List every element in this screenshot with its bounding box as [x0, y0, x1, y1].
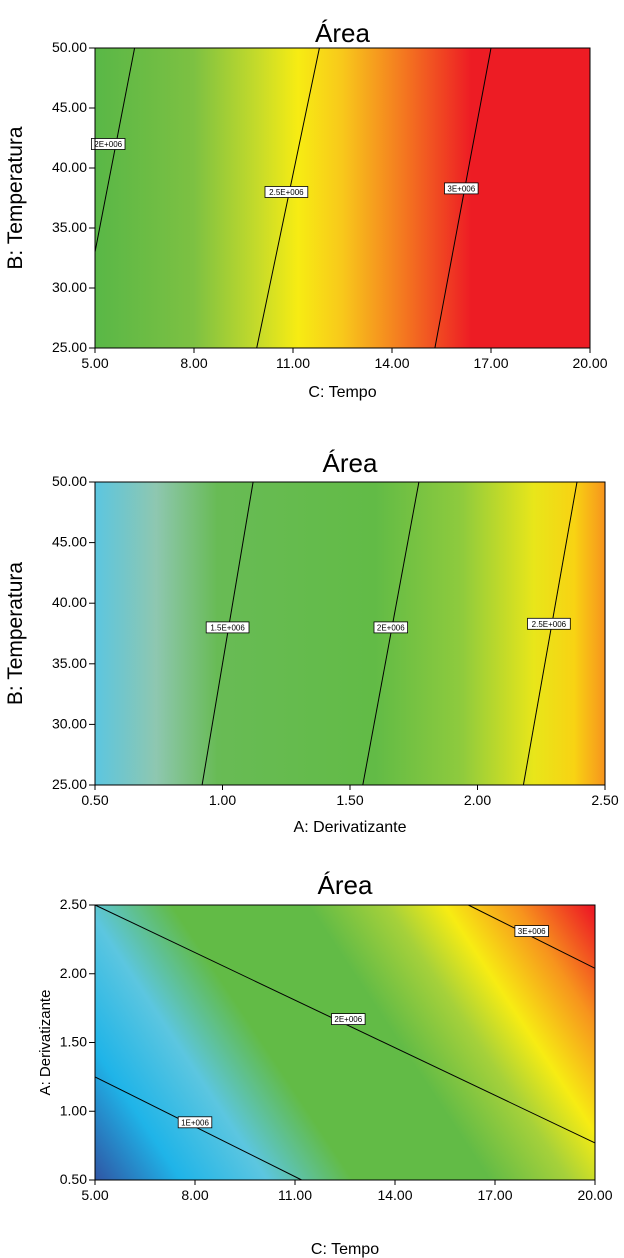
y-tick-label: 2.50	[60, 896, 87, 912]
y-tick-label: 45.00	[52, 534, 87, 550]
contour-line-0	[201, 481, 254, 786]
contour-label-box-0	[177, 1116, 213, 1129]
x-tick-label: 17.00	[473, 355, 508, 371]
contour-label-0: 1.5E+006	[210, 623, 245, 632]
chart-title: Área	[318, 870, 373, 900]
y-tick-label: 35.00	[52, 655, 87, 671]
y-tick-label: 0.50	[60, 1171, 87, 1187]
x-axis-label: C: Tempo	[308, 384, 376, 401]
y-tick-label: 1.50	[60, 1034, 87, 1050]
y-tick-label: 30.00	[52, 715, 87, 731]
y-tick-label: 25.00	[52, 776, 87, 792]
plot-area	[95, 905, 595, 1180]
contour-line-0	[94, 47, 136, 253]
y-axis-label: B: Temperatura	[4, 126, 27, 270]
y-tick-label: 1.00	[60, 1102, 87, 1118]
contour-label-box-1	[264, 186, 309, 198]
contour-line-2	[434, 47, 492, 349]
y-tick-label: 30.00	[52, 279, 87, 295]
y-tick-label: 25.00	[52, 339, 87, 355]
contour-label-2: 3E+006	[518, 927, 546, 936]
x-tick-label: 11.00	[278, 1187, 312, 1203]
x-tick-label: 2.00	[464, 792, 491, 808]
contour-chart-derivatizante-vs-tempo: 1E+006 2E+006 3E+006 5.00 8.00 11.00 14.00 17.0…	[37, 870, 613, 1258]
x-tick-label: 8.00	[180, 355, 207, 371]
y-tick-label: 40.00	[52, 594, 87, 610]
x-tick-label: 20.00	[577, 1187, 612, 1203]
y-tick-label: 50.00	[52, 39, 87, 55]
contour-line-1	[362, 481, 420, 786]
x-tick-label: 5.00	[81, 1187, 108, 1203]
contour-label-1: 2.5E+006	[269, 188, 304, 197]
contour-label-1: 2E+006	[334, 1015, 362, 1024]
x-tick-label: 17.00	[477, 1187, 512, 1203]
contour-label-1: 2E+006	[377, 623, 405, 632]
x-tick-label: 11.00	[276, 355, 310, 371]
y-tick-label: 50.00	[52, 473, 87, 489]
y-tick-label: 45.00	[52, 99, 87, 115]
contour-label-0: 2E+006	[94, 140, 122, 149]
x-tick-label: 8.00	[181, 1187, 208, 1203]
x-axis-label: A: Derivatizante	[294, 819, 407, 836]
contour-label-box-0	[205, 621, 250, 634]
y-axis-label: A: Derivatizante	[37, 990, 54, 1096]
contour-label-box-0	[91, 138, 126, 150]
contour-line-0	[94, 1076, 302, 1181]
contour-label-box-1	[373, 621, 408, 634]
contour-label-box-2	[444, 182, 479, 195]
x-tick-label: 20.00	[572, 355, 607, 371]
plot-area	[95, 482, 605, 785]
contour-chart-temperatura-vs-derivatizante: 1.5E+006 2E+006 2.5E+006 0.50 1.00 1.50 2.00 2.…	[4, 448, 619, 836]
chart-title: Área	[323, 448, 378, 478]
contour-label-box-2	[514, 925, 549, 937]
x-tick-label: 1.50	[336, 792, 363, 808]
x-tick-label: 14.00	[374, 355, 409, 371]
x-tick-label: 2.50	[591, 792, 618, 808]
contour-label-box-2	[527, 617, 571, 630]
x-tick-label: 14.00	[377, 1187, 412, 1203]
y-tick-label: 2.00	[60, 965, 87, 981]
contour-line-1	[256, 47, 320, 349]
x-tick-label: 5.00	[81, 355, 108, 371]
contour-label-box-1	[331, 1013, 366, 1025]
x-tick-label: 0.50	[81, 792, 108, 808]
contour-chart-temperatura-vs-tempo: 2E+006 2.5E+006 3E+006 5.00 8.00 11.00 14.00 17…	[4, 18, 608, 401]
y-tick-label: 35.00	[52, 219, 87, 235]
contour-label-2: 2.5E+006	[532, 620, 567, 629]
y-tick-label: 40.00	[52, 159, 87, 175]
x-tick-label: 1.00	[209, 792, 236, 808]
contour-label-2: 3E+006	[447, 184, 475, 193]
y-axis-label: B: Temperatura	[4, 562, 27, 706]
contour-label-0: 1E+006	[181, 1118, 209, 1127]
x-axis-label: C: Tempo	[311, 1241, 379, 1258]
plot-frame	[94, 47, 591, 349]
contour-line-2	[522, 481, 578, 786]
plot-area	[95, 48, 590, 348]
chart-title: Área	[315, 18, 370, 48]
